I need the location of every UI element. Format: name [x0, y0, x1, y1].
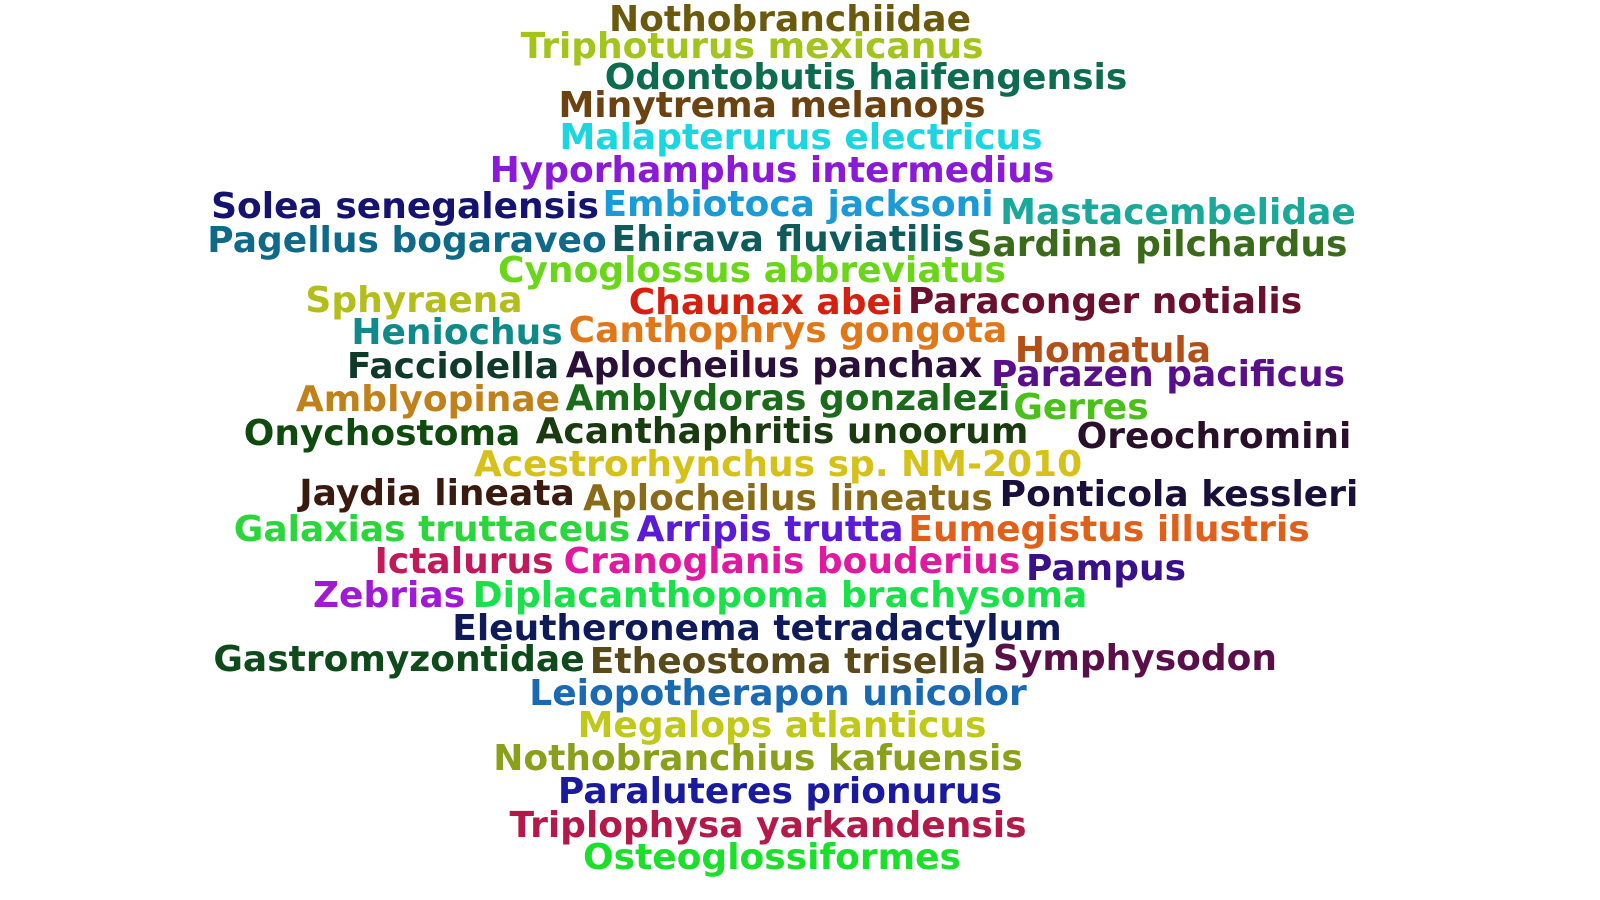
cloud-word: Diplacanthopoma brachysoma	[472, 575, 1088, 616]
cloud-word: Arripis trutta	[636, 509, 904, 550]
cloud-word: Malapterurus electricus	[559, 117, 1043, 158]
cloud-word: Cranoglanis bouderius	[563, 541, 1021, 582]
cloud-word: Sardina pilchardus	[966, 224, 1348, 265]
cloud-word: Eumegistus illustris	[908, 509, 1310, 550]
cloud-word: Amblydoras gonzalezi	[565, 378, 1011, 419]
cloud-word: Megalops atlanticus	[577, 705, 987, 746]
cloud-word: Embiotoca jacksoni	[602, 184, 994, 225]
cloud-word: Heniochus	[351, 312, 563, 353]
cloud-word: Ponticola kessleri	[999, 474, 1359, 515]
cloud-word: Hyporhamphus intermedius	[489, 150, 1055, 191]
cloud-word: Aplocheilus panchax	[565, 345, 983, 386]
cloud-word: Paraluteres prionurus	[557, 771, 1003, 812]
cloud-word: Onychostoma	[243, 413, 521, 454]
cloud-word: Jaydia lineata	[299, 473, 575, 514]
cloud-word: Canthophrys gongota	[568, 310, 1008, 351]
cloud-word: Parazen pacificus	[990, 354, 1346, 395]
cloud-word: Triphoturus mexicanus	[520, 26, 984, 67]
cloud-word: Etheostoma trisella	[589, 641, 987, 682]
cloud-word: Chaunax abei	[628, 282, 904, 323]
cloud-word: Eleutheronema tetradactylum	[452, 608, 1062, 649]
cloud-word: Galaxias truttaceus	[233, 509, 631, 550]
cloud-word: Odontobutis haifengensis	[604, 57, 1128, 98]
cloud-word: Acanthaphritis unoorum	[535, 411, 1029, 452]
cloud-word: Ehirava fluviatilis	[611, 219, 965, 260]
cloud-word: Leiopotherapon unicolor	[529, 673, 1027, 714]
cloud-word: Oreochromini	[1076, 416, 1352, 457]
cloud-word: Facciolella	[346, 346, 560, 387]
cloud-word: Gerres	[1013, 387, 1149, 428]
cloud-word: Solea senegalensis	[211, 186, 599, 227]
cloud-word: Pampus	[1025, 548, 1187, 589]
cloud-word: Ictalurus	[374, 541, 554, 582]
cloud-word: Nothobranchius kafuensis	[493, 738, 1023, 779]
cloud-word: Nothobranchiidae	[608, 0, 972, 40]
cloud-word: Zebrias	[312, 575, 466, 616]
cloud-word: Symphysodon	[992, 638, 1278, 679]
cloud-word: Amblyopinae	[295, 379, 561, 420]
cloud-word: Gastromyzontidae	[213, 639, 585, 680]
cloud-word: Pagellus bogaraveo	[207, 220, 607, 261]
cloud-word: Paraconger notialis	[907, 281, 1303, 322]
cloud-word: Sphyraena	[305, 280, 523, 321]
cloud-word: Minytrema melanops	[558, 85, 986, 126]
cloud-word: Aplocheilus lineatus	[583, 478, 993, 519]
cloud-word: Triplophysa yarkandensis	[509, 805, 1027, 846]
cloud-word: Homatula	[1014, 330, 1212, 371]
cloud-word: Acestrorhynchus sp. NM-2010	[473, 444, 1083, 485]
cloud-word: Osteoglossiformes	[583, 837, 961, 878]
cloud-word: Mastacembelidae	[1000, 192, 1356, 233]
cloud-word: Cynoglossus abbreviatus	[498, 250, 1006, 291]
